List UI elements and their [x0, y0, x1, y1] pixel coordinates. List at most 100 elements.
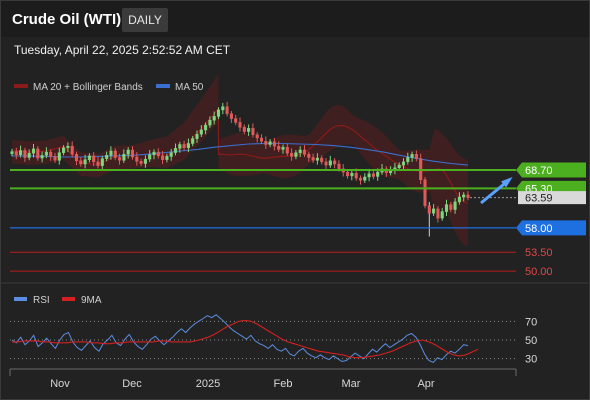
candle-body	[130, 149, 135, 158]
candle-body	[182, 144, 186, 148]
candle-body	[118, 157, 122, 161]
candle-body	[264, 141, 268, 145]
candle-body	[414, 154, 418, 159]
candle-body	[457, 196, 461, 203]
candle-body	[165, 156, 169, 160]
candle-body	[221, 106, 225, 111]
candle-body	[285, 146, 289, 154]
candle-body	[268, 141, 272, 145]
legend-label: MA 50	[175, 82, 204, 93]
candle-body	[281, 146, 285, 150]
timeframe-button[interactable]: DAILY	[122, 8, 168, 32]
x-tick-label: Mar	[342, 378, 361, 390]
candle-body	[195, 134, 199, 139]
instrument-title: Crude Oil (WTI)	[12, 11, 122, 28]
candle-body	[311, 157, 315, 161]
candle-body	[79, 160, 83, 165]
candle-body	[423, 179, 427, 206]
candle-body	[298, 149, 302, 153]
candle-body	[238, 122, 242, 128]
level-label: 50.00	[525, 266, 553, 278]
candle-body	[212, 116, 216, 121]
candle-body	[139, 161, 143, 164]
candle-body	[277, 145, 281, 150]
candle-body	[204, 124, 208, 131]
candle-body	[27, 152, 31, 158]
level-flag	[516, 162, 586, 178]
candle-body	[126, 149, 130, 155]
x-tick-label: Apr	[417, 378, 434, 390]
candle-body	[23, 150, 27, 158]
candle-body	[113, 150, 117, 158]
candle-body	[333, 160, 337, 165]
candle-body	[259, 137, 264, 142]
candle-body	[191, 138, 195, 144]
x-tick-label: Dec	[122, 378, 142, 390]
candle-body	[156, 151, 160, 157]
candle-body	[122, 154, 126, 161]
rsi-line	[11, 314, 469, 364]
timestamp: Tuesday, April 22, 2025 2:52:52 AM CET	[14, 43, 231, 57]
candle-body	[44, 151, 48, 156]
candle-body	[83, 159, 87, 165]
candle-body	[100, 158, 104, 166]
candle-body	[242, 126, 246, 132]
candle-body	[57, 152, 61, 161]
candle-body	[109, 150, 113, 156]
candle-body	[87, 155, 91, 160]
candle-body	[302, 149, 307, 155]
candle-body	[148, 154, 152, 160]
level-label: 68.70	[525, 165, 553, 177]
candle-body	[152, 151, 156, 156]
candle-body	[432, 208, 436, 214]
rsi-legend: RSI 9MA	[14, 295, 102, 306]
bollinger-band	[12, 73, 468, 247]
candle-body	[105, 155, 109, 159]
candle-body	[251, 128, 255, 136]
x-tick-label: Nov	[50, 378, 70, 390]
candle-body	[143, 158, 147, 164]
candle-body	[19, 150, 23, 156]
legend-swatch	[14, 297, 27, 301]
rsi-tick-label: 70	[525, 316, 537, 328]
candle-body	[53, 156, 57, 161]
rsi-panel: 70 50 30	[10, 314, 537, 366]
candle-body	[324, 161, 328, 166]
legend-label: 9MA	[81, 295, 102, 306]
candle-body	[216, 109, 221, 117]
legend-swatch	[62, 297, 75, 301]
candle-body	[449, 204, 453, 210]
candle-body	[14, 151, 18, 156]
candle-body	[294, 152, 298, 157]
legend-swatch	[14, 84, 28, 88]
candle-body	[186, 143, 190, 149]
candle-body	[358, 177, 363, 181]
candle-body	[173, 148, 178, 153]
x-tick-label: Feb	[274, 378, 293, 390]
candle-body	[74, 154, 79, 162]
candle-body	[453, 201, 457, 210]
candle-body	[350, 172, 354, 177]
price-legend: MA 20 + Bollinger Bands MA 50	[14, 82, 204, 93]
candle-body	[346, 171, 350, 177]
legend-label: RSI	[33, 295, 50, 306]
candle-body	[49, 151, 53, 157]
candle-body	[466, 194, 470, 198]
candle-body	[178, 144, 182, 149]
legend-label: MA 20 + Bollinger Bands	[33, 82, 143, 93]
candle-body	[440, 211, 444, 219]
candle-body	[208, 119, 212, 126]
projection-arrow-head	[501, 176, 513, 188]
candle-body	[371, 173, 375, 177]
candle-body	[462, 194, 466, 198]
x-tick-label: 2025	[196, 378, 220, 390]
candle-body	[96, 161, 100, 166]
rsi-9ma-line	[12, 319, 479, 359]
candle-body	[169, 152, 173, 157]
candle-body	[406, 157, 410, 163]
projection-arrow-shaft	[480, 179, 509, 205]
candle-body	[410, 154, 414, 158]
candle-body	[328, 160, 332, 166]
rsi-tick-label: 50	[525, 335, 537, 347]
